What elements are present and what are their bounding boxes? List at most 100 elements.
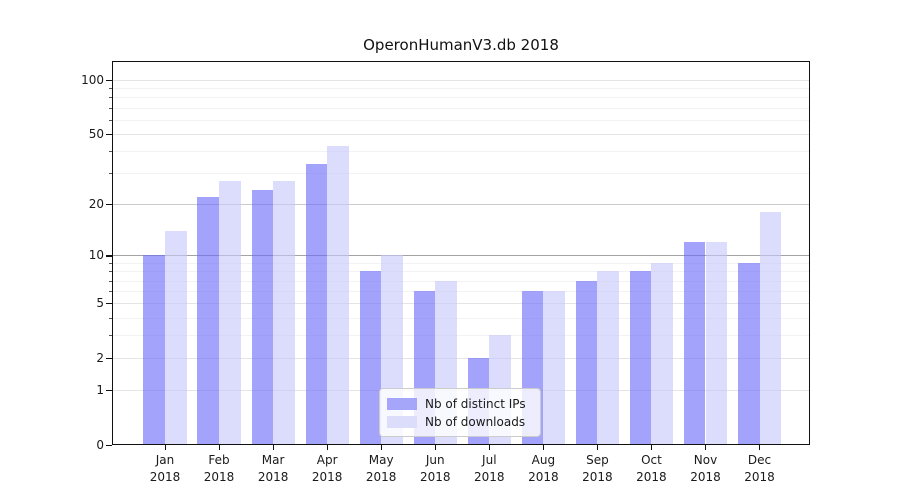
x-tick — [705, 445, 706, 450]
y-minor-tick — [108, 262, 112, 264]
y-minor-tick — [108, 317, 112, 319]
minor-gridline — [112, 271, 810, 273]
major-gridline — [112, 358, 810, 360]
x-tick — [488, 445, 490, 450]
x-label-month: Jul — [482, 453, 497, 467]
minor-gridline — [112, 88, 810, 90]
x-tick-label: Feb 2018 — [189, 452, 249, 486]
minor-gridline — [112, 317, 810, 319]
x-tick-label: Sep 2018 — [567, 452, 627, 486]
x-tick-label: Dec 2018 — [730, 452, 790, 486]
bar-distinct-ips-feb — [197, 197, 220, 445]
x-tick — [164, 445, 166, 450]
bar-downloads-apr — [327, 145, 349, 445]
x-label-year: 2018 — [528, 470, 559, 484]
x-label-year: 2018 — [474, 470, 505, 484]
y-tick-label: 0 — [96, 438, 104, 452]
x-label-year: 2018 — [582, 470, 613, 484]
minor-gridline — [112, 107, 810, 109]
minor-gridline — [112, 280, 810, 282]
y-tick — [106, 303, 112, 305]
x-tick — [434, 445, 436, 450]
legend: Nb of distinct IPs Nb of downloads — [379, 388, 541, 437]
x-label-year: 2018 — [419, 470, 451, 484]
major-gridline — [112, 303, 810, 305]
minor-gridline — [112, 151, 810, 153]
x-label-year: 2018 — [257, 470, 289, 484]
minor-gridline — [112, 291, 810, 293]
legend-label-downloads: Nb of downloads — [425, 415, 526, 429]
y-minor-tick — [108, 173, 112, 175]
x-tick-label: Aug 2018 — [513, 452, 573, 486]
legend-item-distinct-ips: Nb of distinct IPs — [387, 396, 531, 412]
x-label-year: 2018 — [636, 470, 667, 484]
bar-downloads-oct — [651, 262, 674, 445]
y-tick — [106, 80, 112, 82]
x-label-month: Aug — [531, 453, 556, 467]
bar-downloads-jan — [165, 230, 187, 445]
x-tick-label: Jun 2018 — [405, 452, 465, 486]
bar-distinct-ips-nov — [683, 242, 706, 445]
x-tick-label: Mar 2018 — [243, 452, 303, 486]
minor-gridline — [112, 97, 810, 99]
x-tick — [326, 445, 328, 450]
y-tick — [106, 134, 112, 136]
minor-gridline — [112, 119, 810, 121]
y-tick-label: 50 — [88, 127, 104, 142]
x-label-month: Sep — [586, 453, 609, 467]
y-tick-label: 2 — [96, 351, 104, 366]
x-label-year: 2018 — [311, 470, 343, 484]
x-label-month: May — [368, 453, 394, 467]
bar-downloads-sep — [597, 271, 619, 445]
y-tick-label: 5 — [96, 296, 104, 311]
x-label-month: Jun — [425, 453, 445, 467]
y-tick-label: 20 — [88, 197, 104, 212]
x-tick-label: Oct 2018 — [621, 452, 681, 486]
y-minor-tick — [108, 280, 112, 282]
y-minor-tick — [108, 151, 112, 153]
x-tick-label: May 2018 — [351, 452, 411, 486]
major-gridline — [112, 80, 810, 81]
y-tick — [106, 445, 112, 447]
bar-downloads-nov — [705, 242, 728, 445]
y-tick-label: 100 — [81, 73, 104, 87]
bar-downloads-aug — [543, 291, 565, 445]
y-tick-label: 1 — [96, 383, 104, 398]
major-gridline — [112, 255, 810, 257]
x-label-month: Dec — [747, 453, 772, 467]
x-tick — [542, 445, 544, 450]
x-label-year: 2018 — [203, 470, 235, 484]
legend-item-downloads: Nb of downloads — [387, 414, 531, 430]
x-label-year: 2018 — [149, 470, 181, 484]
x-label-month: Mar — [261, 453, 285, 467]
y-minor-tick — [108, 271, 112, 273]
x-tick — [380, 445, 382, 450]
y-minor-tick — [108, 291, 112, 293]
plot-frame — [112, 61, 810, 445]
y-tick — [106, 390, 112, 392]
y-minor-tick — [108, 97, 112, 99]
x-label-month: Apr — [316, 453, 338, 467]
bar-distinct-ips-dec — [737, 262, 760, 445]
x-tick — [596, 445, 598, 450]
bar-downloads-feb — [219, 181, 241, 445]
y-tick — [106, 358, 112, 360]
chart-title: OperonHumanV3.db 2018 — [363, 36, 559, 54]
x-label-month: Jan — [155, 453, 175, 467]
major-gridline — [112, 134, 810, 136]
x-label-month: Oct — [641, 453, 662, 467]
bar-distinct-ips-may — [359, 271, 382, 445]
x-label-month: Feb — [208, 453, 230, 467]
x-tick — [759, 445, 761, 450]
x-tick-label: Nov 2018 — [676, 452, 736, 486]
bar-distinct-ips-jan — [143, 255, 165, 445]
x-label-month: Nov — [693, 453, 718, 467]
bar-distinct-ips-oct — [629, 271, 652, 445]
y-tick — [106, 204, 112, 206]
x-label-year: 2018 — [744, 470, 775, 484]
legend-swatch-distinct-ips — [387, 398, 417, 410]
legend-swatch-downloads — [387, 416, 417, 428]
minor-gridline — [112, 335, 810, 337]
major-gridline — [112, 204, 810, 206]
